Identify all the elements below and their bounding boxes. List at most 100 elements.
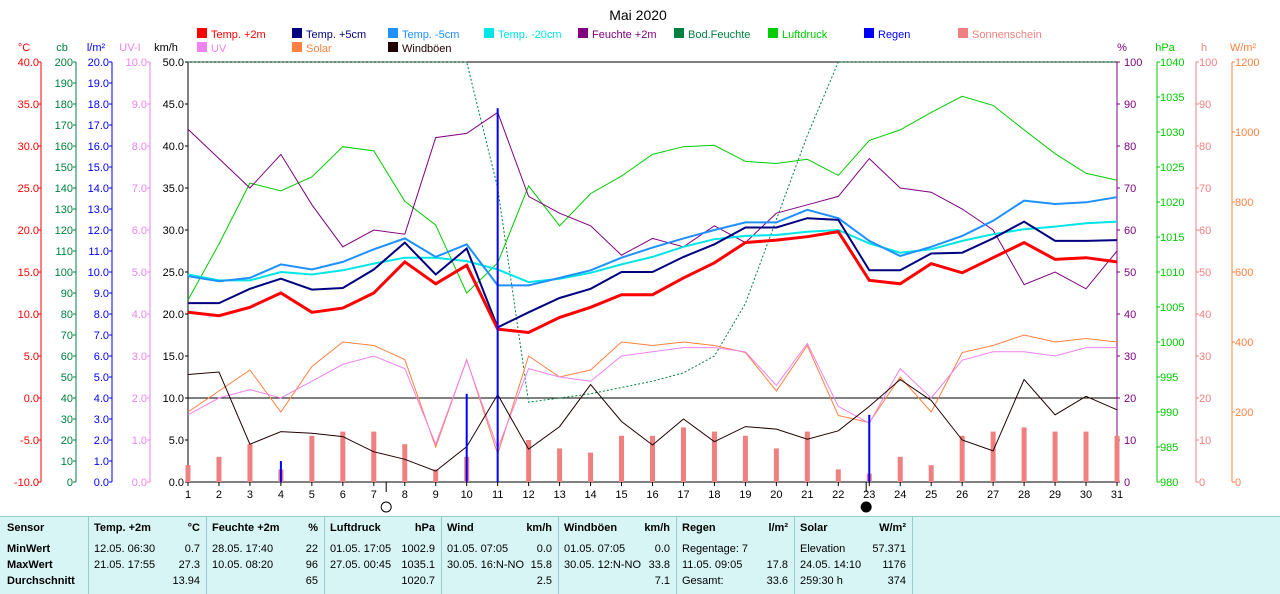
temp-tick-label: -5.0 <box>20 435 39 447</box>
regen-tick-label: 20.0 <box>88 57 109 69</box>
regen-tick-label: 15.0 <box>88 162 109 174</box>
unit-label-feuchte_l: cb <box>56 42 68 54</box>
stats-unit-wind: km/h <box>526 522 552 534</box>
sonnenschein-bar <box>402 444 408 482</box>
x-tick-label: 4 <box>278 489 284 501</box>
stats-cell-value: 0.0 <box>654 543 670 555</box>
stats-unit-regen: l/m² <box>768 522 788 534</box>
stats-cell-value: 1176 <box>882 559 906 571</box>
sonnenschein-bar <box>742 435 748 482</box>
regen-tick-label: 8.0 <box>94 309 109 321</box>
x-tick-label: 24 <box>894 489 906 501</box>
temp-tick-label: 30.0 <box>18 141 39 153</box>
legend-item: Feuchte +2m <box>578 28 657 41</box>
stats-cell-value: 17.8 <box>766 559 788 571</box>
stats-cell-value: 33.8 <box>648 559 670 571</box>
sonne-tick-label: 20 <box>1199 393 1211 405</box>
stats-col-wind: Wind km/h 01.05. 07:05 0.0 30.05. 16:N-NO 15.… <box>441 517 559 594</box>
legend-label: Windböen <box>402 43 452 55</box>
legend-item: Solar <box>292 42 332 55</box>
temp-tick-label: 15.0 <box>18 267 39 279</box>
cb-tick-label: 10 <box>61 456 73 468</box>
x-tick-label: 30 <box>1080 489 1092 501</box>
stats-col-windboeen: Windböen km/h 01.05. 07:05 0.0 30.05. 12:N-N… <box>558 517 677 594</box>
cb-tick-label: 170 <box>55 120 73 132</box>
stats-cell-value: 0.7 <box>184 543 200 555</box>
stats-unit-windboeen: km/h <box>644 522 670 534</box>
stats-cell-value: 13.94 <box>172 575 200 587</box>
uv-line <box>187 342 1117 450</box>
stats-cell-value: 0.0 <box>536 543 552 555</box>
sonnenschein-bar <box>835 469 841 482</box>
x-tick-label: 3 <box>247 489 253 501</box>
sonne-tick-label: 60 <box>1199 225 1211 237</box>
legend-swatch <box>484 28 494 38</box>
sonnenschein-bar <box>650 435 655 482</box>
sonne-tick-label: 30 <box>1199 351 1211 363</box>
sonnenschein-bar <box>773 448 779 482</box>
stats-cell-value: 27.3 <box>178 559 200 571</box>
regen-tick-label: 19.0 <box>88 78 109 90</box>
regen-tick-label: 17.0 <box>88 120 109 132</box>
stats-header-windboeen: Windböen <box>564 522 618 534</box>
x-tick-label: 8 <box>402 489 408 501</box>
x-tick-label: 6 <box>340 489 346 501</box>
hpa-tick-label: 1010 <box>1160 267 1184 279</box>
x-tick-label: 16 <box>646 489 658 501</box>
x-tick-label: 15 <box>615 489 627 501</box>
legend-item: Temp. +5cm <box>292 28 366 41</box>
stats-col-temp: Temp. +2m °C 12.05. 06:30 0.7 21.05. 17:55 27… <box>88 517 207 594</box>
x-tick-label: 2 <box>216 489 222 501</box>
hpa-tick-label: 990 <box>1160 407 1178 419</box>
regen-tick-label: 4.0 <box>94 393 109 405</box>
unit-label-feuchte_r: % <box>1117 42 1127 54</box>
stats-header-feuchte: Feuchte +2m <box>212 522 280 534</box>
cb-tick-label: 130 <box>55 204 73 216</box>
hpa-tick-label: 1015 <box>1160 232 1184 244</box>
temp-2m-line <box>187 230 1118 335</box>
legend-swatch <box>292 42 302 52</box>
cb-tick-label: 60 <box>61 351 73 363</box>
legend-swatch <box>578 28 588 38</box>
legend-item: Temp. -5cm <box>388 28 459 41</box>
stats-header-luftdruck: Luftdruck <box>330 522 381 534</box>
x-tick-label: 12 <box>523 489 535 501</box>
legend-item: Windböen <box>388 42 452 55</box>
unit-label-solar: W/m² <box>1230 42 1257 54</box>
regen-tick-label: 7.0 <box>94 330 109 342</box>
cb-tick-label: 0 <box>67 477 73 489</box>
uv-tick-label: 7.0 <box>132 183 147 195</box>
feuchte-tick-label: 0 <box>1124 477 1130 489</box>
uv-tick-label: 5.0 <box>132 267 147 279</box>
sonnenschein-bar <box>216 456 222 482</box>
regen-tick-label: 14.0 <box>88 183 109 195</box>
stats-col-feuchte: Feuchte +2m% 28.05. 17:40 22 10.05. 08:20 96… <box>206 517 325 594</box>
stats-header-regen: Regen <box>682 522 716 534</box>
stats-col-regen: Regen l/m² Regentage: 7 11.05. 09:05 17.8 Ges… <box>676 517 795 594</box>
wind-tick-label: 5.0 <box>169 435 184 447</box>
hpa-tick-label: 995 <box>1160 372 1178 384</box>
x-tick-label: 5 <box>309 489 315 501</box>
hpa-tick-label: 1005 <box>1160 302 1184 314</box>
sonne-tick-label: 10 <box>1199 435 1211 447</box>
stats-cell-value: 374 <box>887 575 906 587</box>
stats-cell-label: Regentage: 7 <box>682 543 749 555</box>
uv-tick-label: 2.0 <box>132 393 147 405</box>
sonnenschein-bar <box>897 456 903 482</box>
x-tick-label: 26 <box>956 489 968 501</box>
x-tick-label: 31 <box>1111 489 1123 501</box>
regen-tick-label: 5.0 <box>94 372 109 384</box>
wind-tick-label: 15.0 <box>163 351 184 363</box>
legend-swatch <box>197 28 207 38</box>
regen-bar <box>868 414 871 482</box>
x-tick-label: 28 <box>1018 489 1030 501</box>
wind-tick-label: 10.0 <box>163 393 184 405</box>
solar-tick-label: 200 <box>1235 407 1253 419</box>
cb-tick-label: 100 <box>55 267 73 279</box>
temp-20cm-line <box>187 220 1118 284</box>
hpa-tick-label: 1000 <box>1160 337 1184 349</box>
regen-tick-label: 12.0 <box>88 225 109 237</box>
solar-tick-label: 1000 <box>1235 127 1259 139</box>
sonnenschein-bar <box>588 452 594 482</box>
wind-tick-label: 30.0 <box>163 225 184 237</box>
